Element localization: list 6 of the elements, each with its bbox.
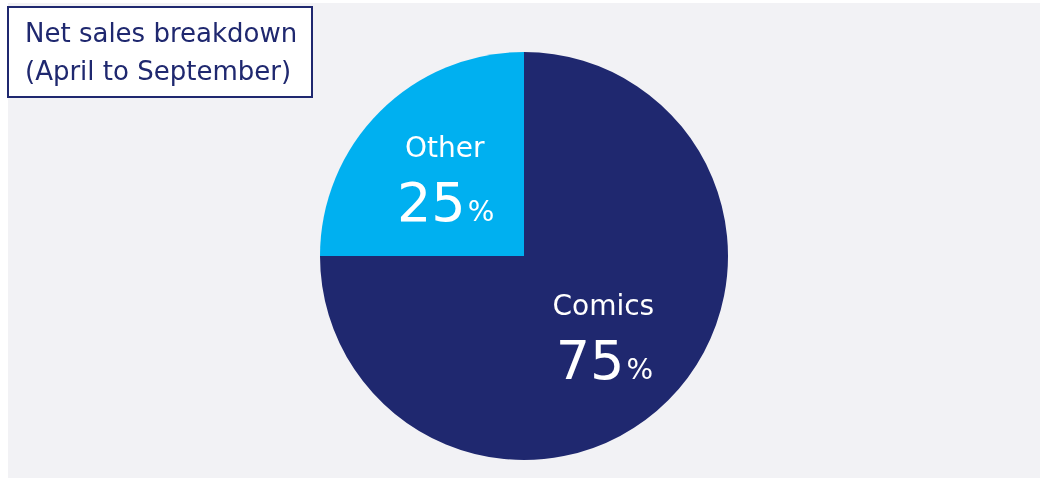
slice-label: Comics <box>552 289 655 323</box>
slice-label: Other <box>404 130 485 164</box>
data-label: 75% <box>555 329 653 393</box>
data-label: 25% <box>397 170 495 234</box>
chart-title: Net sales breakdown <box>25 17 298 50</box>
chart-subtitle: (April to September) <box>25 55 293 88</box>
